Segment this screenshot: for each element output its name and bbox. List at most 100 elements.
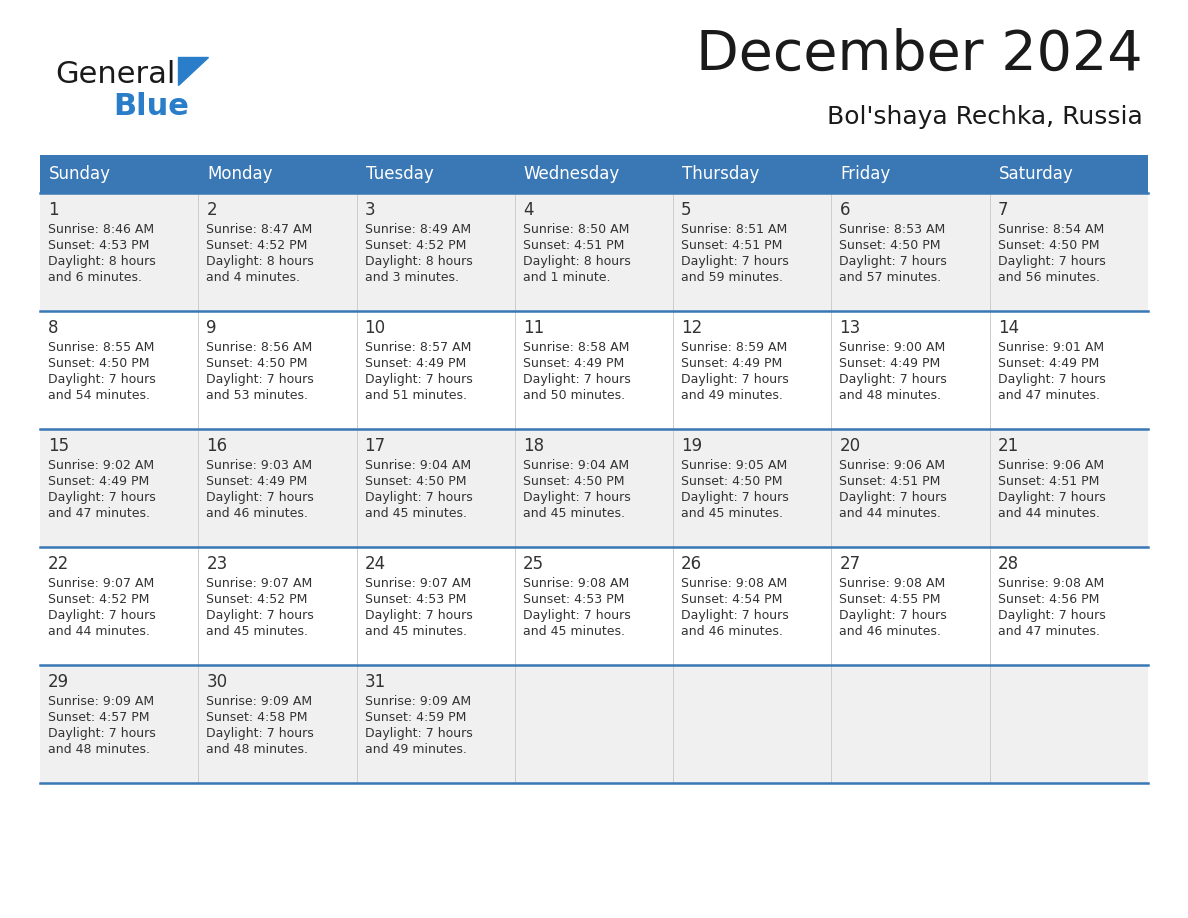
Text: and 44 minutes.: and 44 minutes. [998,507,1100,520]
Text: and 45 minutes.: and 45 minutes. [365,625,467,638]
Text: Tuesday: Tuesday [366,165,434,183]
Text: Sunset: 4:50 PM: Sunset: 4:50 PM [998,239,1099,252]
Text: Sunrise: 8:53 AM: Sunrise: 8:53 AM [840,223,946,236]
Text: Sunrise: 8:51 AM: Sunrise: 8:51 AM [681,223,788,236]
Text: Sunrise: 8:58 AM: Sunrise: 8:58 AM [523,341,630,354]
Text: Daylight: 7 hours: Daylight: 7 hours [207,491,314,504]
Text: 18: 18 [523,437,544,455]
Text: Daylight: 7 hours: Daylight: 7 hours [48,727,156,740]
Text: Daylight: 7 hours: Daylight: 7 hours [998,255,1106,268]
Text: Sunset: 4:53 PM: Sunset: 4:53 PM [523,593,624,606]
Text: Sunset: 4:51 PM: Sunset: 4:51 PM [840,475,941,488]
Text: Sunrise: 8:55 AM: Sunrise: 8:55 AM [48,341,154,354]
Text: and 46 minutes.: and 46 minutes. [840,625,941,638]
Text: Sunday: Sunday [49,165,110,183]
Text: Sunrise: 9:06 AM: Sunrise: 9:06 AM [998,459,1104,472]
Text: General: General [55,60,176,89]
Text: Sunrise: 8:49 AM: Sunrise: 8:49 AM [365,223,470,236]
Text: and 48 minutes.: and 48 minutes. [840,389,941,402]
Text: 7: 7 [998,201,1009,219]
Text: 26: 26 [681,555,702,573]
Bar [40,429,1148,547]
Text: and 53 minutes.: and 53 minutes. [207,389,308,402]
Text: and 57 minutes.: and 57 minutes. [840,271,942,284]
Bar [40,311,1148,429]
Text: 28: 28 [998,555,1019,573]
Text: Sunrise: 8:57 AM: Sunrise: 8:57 AM [365,341,470,354]
Text: Sunrise: 8:54 AM: Sunrise: 8:54 AM [998,223,1104,236]
Text: Daylight: 7 hours: Daylight: 7 hours [523,491,631,504]
Text: 5: 5 [681,201,691,219]
Text: Sunset: 4:49 PM: Sunset: 4:49 PM [998,357,1099,370]
Text: 24: 24 [365,555,386,573]
Text: Daylight: 7 hours: Daylight: 7 hours [840,373,947,386]
Text: and 46 minutes.: and 46 minutes. [681,625,783,638]
Text: and 49 minutes.: and 49 minutes. [365,743,467,756]
Text: 12: 12 [681,319,702,337]
Text: 6: 6 [840,201,849,219]
Text: and 47 minutes.: and 47 minutes. [998,389,1100,402]
Text: Daylight: 7 hours: Daylight: 7 hours [365,491,473,504]
Text: Sunset: 4:57 PM: Sunset: 4:57 PM [48,711,150,724]
Text: Daylight: 7 hours: Daylight: 7 hours [840,609,947,622]
Bar [832,155,990,193]
Text: 25: 25 [523,555,544,573]
Text: Sunset: 4:50 PM: Sunset: 4:50 PM [207,357,308,370]
Text: 22: 22 [48,555,69,573]
Text: Sunrise: 9:00 AM: Sunrise: 9:00 AM [840,341,946,354]
Text: Daylight: 7 hours: Daylight: 7 hours [840,255,947,268]
Text: Sunset: 4:49 PM: Sunset: 4:49 PM [840,357,941,370]
Text: Daylight: 8 hours: Daylight: 8 hours [48,255,156,268]
Text: 4: 4 [523,201,533,219]
Text: Friday: Friday [840,165,891,183]
Text: Sunset: 4:59 PM: Sunset: 4:59 PM [365,711,466,724]
Text: 9: 9 [207,319,216,337]
Text: Sunset: 4:58 PM: Sunset: 4:58 PM [207,711,308,724]
Text: Sunrise: 9:08 AM: Sunrise: 9:08 AM [523,577,630,590]
Text: and 47 minutes.: and 47 minutes. [998,625,1100,638]
Text: Sunrise: 9:09 AM: Sunrise: 9:09 AM [48,695,154,708]
Bar [990,155,1148,193]
Text: Saturday: Saturday [999,165,1074,183]
Text: and 46 minutes.: and 46 minutes. [207,507,308,520]
Text: Sunset: 4:50 PM: Sunset: 4:50 PM [681,475,783,488]
Text: and 48 minutes.: and 48 minutes. [48,743,150,756]
Text: 13: 13 [840,319,860,337]
Text: Sunrise: 9:04 AM: Sunrise: 9:04 AM [365,459,470,472]
Text: 23: 23 [207,555,228,573]
Text: 31: 31 [365,673,386,691]
Text: Sunset: 4:50 PM: Sunset: 4:50 PM [48,357,150,370]
Bar [40,155,198,193]
Text: Sunrise: 9:02 AM: Sunrise: 9:02 AM [48,459,154,472]
Text: and 45 minutes.: and 45 minutes. [523,507,625,520]
Text: Thursday: Thursday [682,165,759,183]
Text: Daylight: 7 hours: Daylight: 7 hours [365,373,473,386]
Text: Sunset: 4:49 PM: Sunset: 4:49 PM [365,357,466,370]
Bar [674,155,832,193]
Text: Sunrise: 8:50 AM: Sunrise: 8:50 AM [523,223,630,236]
Text: 16: 16 [207,437,227,455]
Text: 8: 8 [48,319,58,337]
Polygon shape [178,57,208,85]
Bar [356,155,514,193]
Text: Monday: Monday [207,165,273,183]
Text: Sunrise: 9:08 AM: Sunrise: 9:08 AM [840,577,946,590]
Bar [198,155,356,193]
Text: Daylight: 7 hours: Daylight: 7 hours [681,609,789,622]
Text: 19: 19 [681,437,702,455]
Text: 20: 20 [840,437,860,455]
Text: and 47 minutes.: and 47 minutes. [48,507,150,520]
Text: 21: 21 [998,437,1019,455]
Text: Sunrise: 9:08 AM: Sunrise: 9:08 AM [998,577,1104,590]
Text: Sunrise: 9:07 AM: Sunrise: 9:07 AM [48,577,154,590]
Text: Daylight: 7 hours: Daylight: 7 hours [207,727,314,740]
Text: Daylight: 8 hours: Daylight: 8 hours [523,255,631,268]
Text: Daylight: 7 hours: Daylight: 7 hours [48,491,156,504]
Text: and 51 minutes.: and 51 minutes. [365,389,467,402]
Text: 10: 10 [365,319,386,337]
Text: Daylight: 7 hours: Daylight: 7 hours [998,373,1106,386]
Text: 1: 1 [48,201,58,219]
Text: Sunrise: 9:01 AM: Sunrise: 9:01 AM [998,341,1104,354]
Bar [40,665,1148,783]
Text: Sunset: 4:52 PM: Sunset: 4:52 PM [365,239,466,252]
